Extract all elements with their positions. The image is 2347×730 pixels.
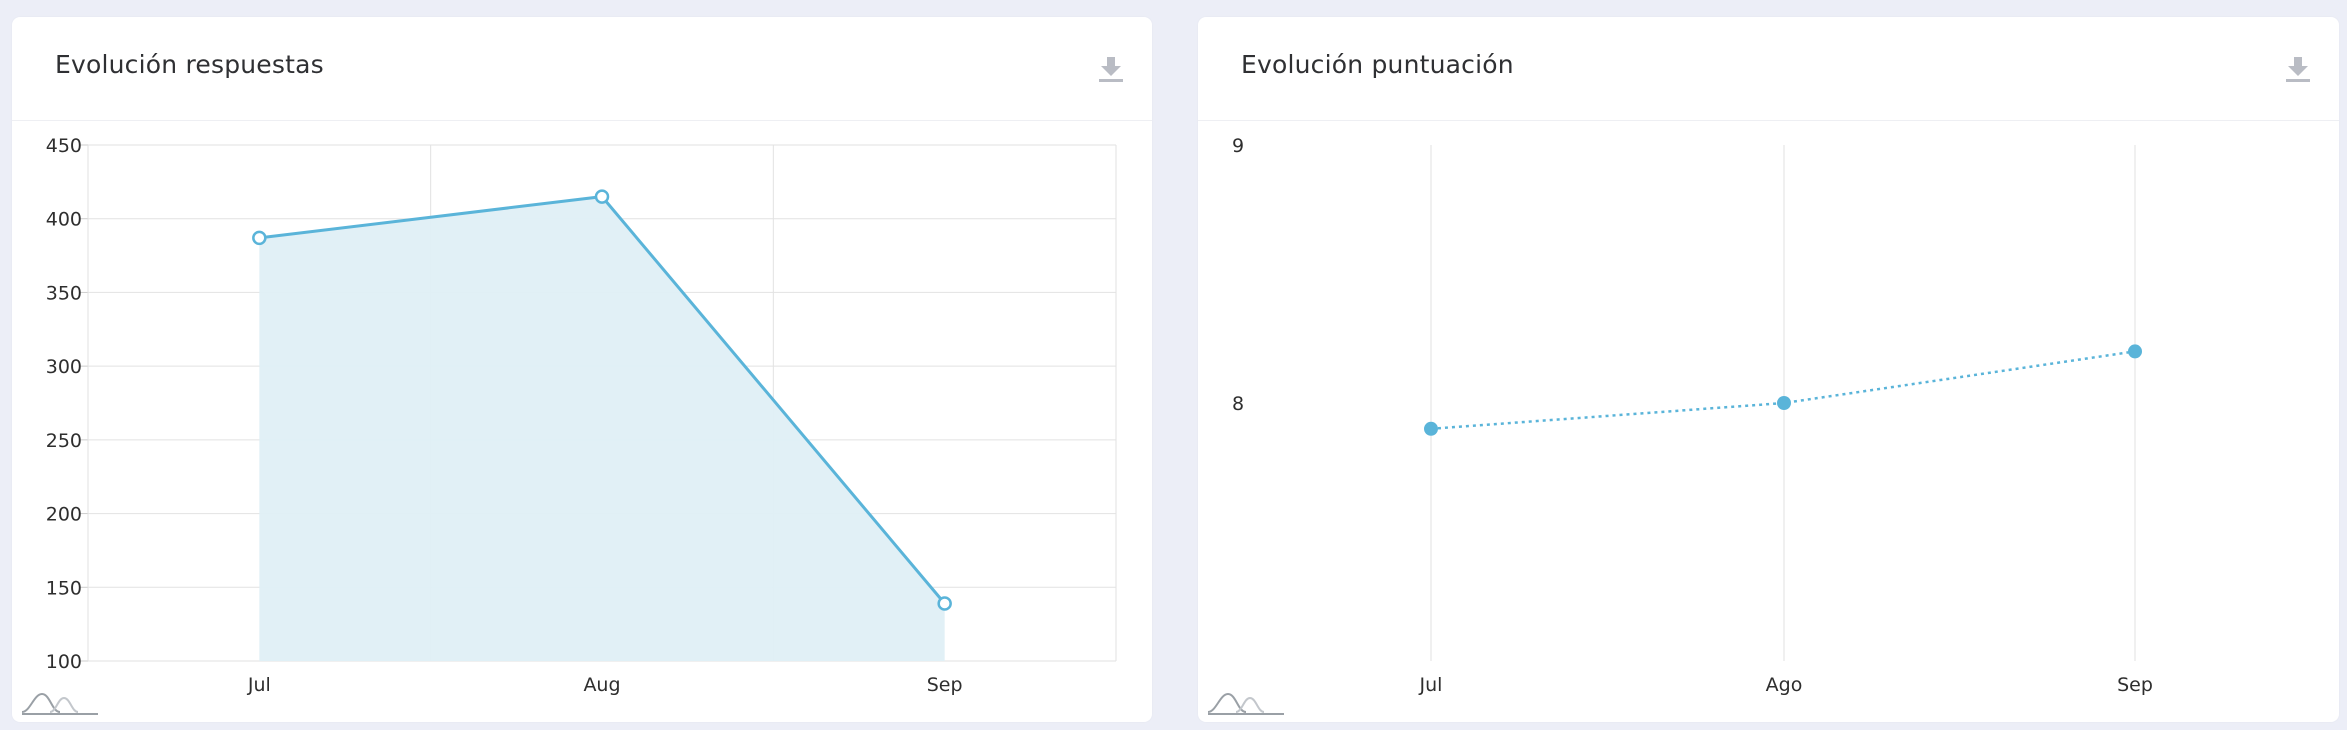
- download-icon[interactable]: [1097, 55, 1125, 83]
- y-tick-label: 9: [1232, 135, 1244, 157]
- data-point: [594, 189, 610, 204]
- responses-area-chart: 450 400 350 300 250 200 150 100 Jul Aug Sep: [46, 135, 1117, 696]
- download-icon[interactable]: [2284, 55, 2312, 83]
- x-tick-label: Sep: [2117, 674, 2153, 696]
- card-header: Evolución puntuación: [1198, 17, 2339, 121]
- chart-card-puntuacion: Evolución puntuación 9 8 Jul Ago Sep: [1198, 17, 2339, 722]
- y-tick-label: 100: [46, 651, 82, 673]
- y-tick-label: 150: [46, 577, 82, 599]
- series-area: [259, 196, 945, 661]
- x-tick-label: Jul: [1419, 674, 1443, 696]
- x-tick-label: Aug: [583, 674, 620, 696]
- y-tick-label: 450: [46, 135, 82, 157]
- wave-logo-icon: [1207, 692, 1284, 715]
- y-tick-label: 350: [46, 282, 82, 304]
- data-point: [1424, 421, 1438, 436]
- score-line-chart: 9 8 Jul Ago Sep: [1232, 135, 2153, 696]
- x-tick-label: Ago: [1766, 674, 1803, 696]
- y-tick-label: 200: [46, 504, 82, 526]
- y-tick-label: 400: [46, 209, 82, 231]
- y-tick-label: 300: [46, 356, 82, 378]
- x-tick-label: Jul: [247, 674, 271, 696]
- data-point: [1777, 396, 1791, 410]
- x-tick-label: Sep: [927, 674, 963, 696]
- chart-card-respuestas: Evolución respuestas 450 400 350 300 250 200 1…: [12, 17, 1152, 722]
- y-tick-label: 250: [46, 430, 82, 452]
- wave-logo-icon: [21, 692, 98, 715]
- card-title: Evolución puntuación: [1241, 50, 1514, 79]
- series-line: [1430, 350, 2136, 431]
- data-point: [937, 596, 952, 611]
- card-title: Evolución respuestas: [55, 50, 324, 79]
- data-point: [2128, 344, 2142, 359]
- data-point: [252, 230, 267, 246]
- card-header: Evolución respuestas: [12, 17, 1152, 121]
- y-tick-label: 8: [1232, 393, 1244, 415]
